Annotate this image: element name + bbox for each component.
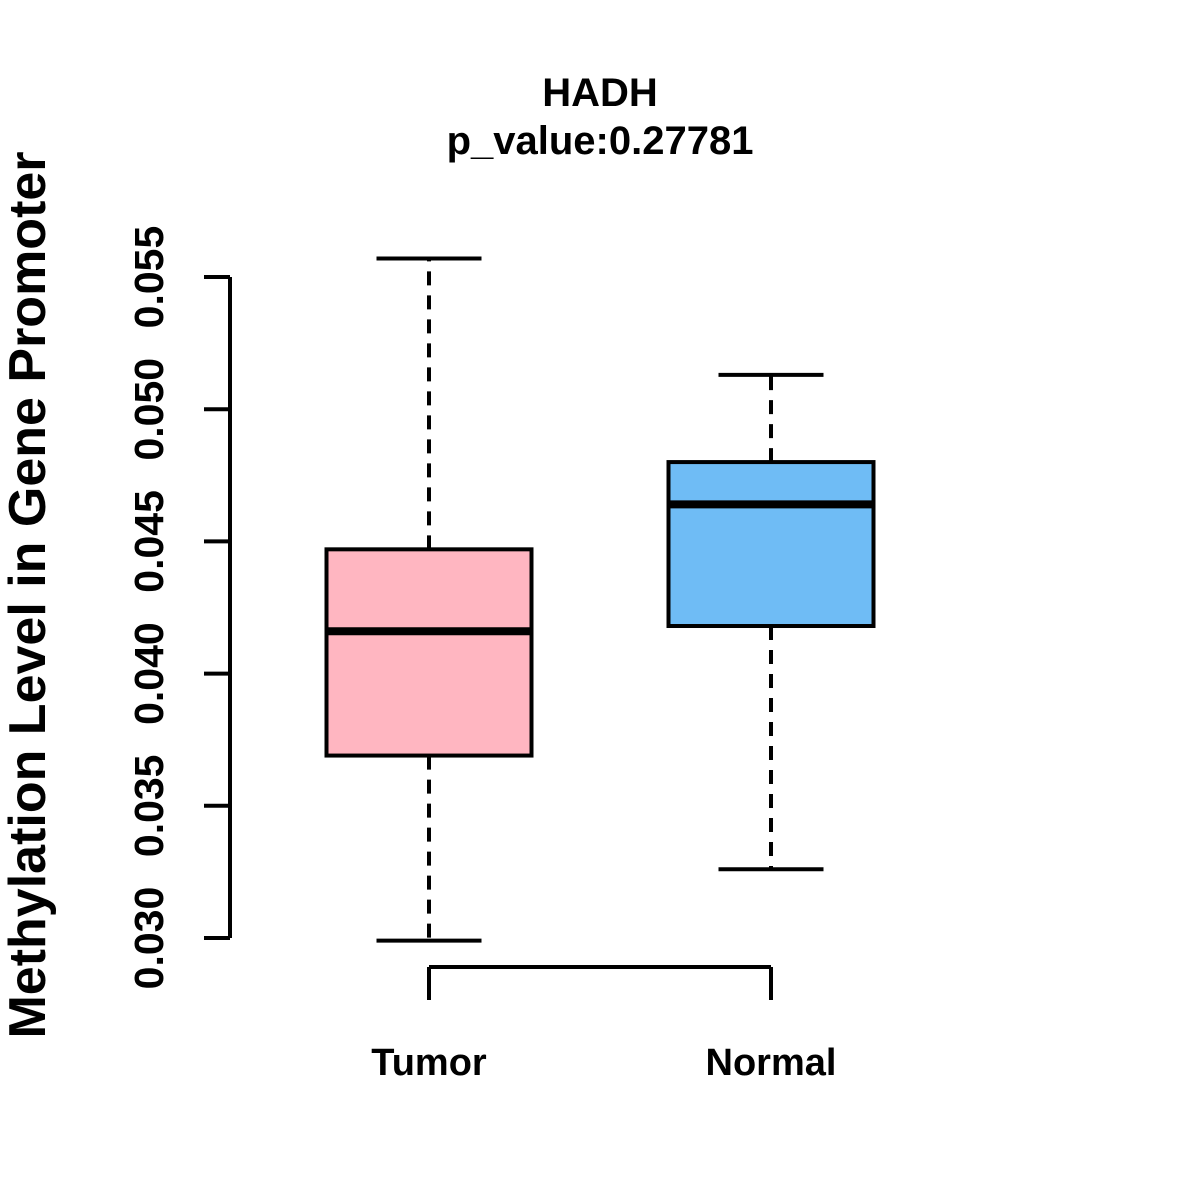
x-axis-group-label-normal: Normal — [706, 1042, 837, 1084]
y-axis: 0.030 0.035 0.040 0.045 0.050 0.055 — [126, 226, 232, 990]
chart-title: HADH — [542, 71, 658, 115]
y-axis-tick-label: 0.050 — [126, 358, 172, 461]
y-axis-tick-label: 0.055 — [126, 226, 172, 329]
y-axis-tick-label: 0.045 — [126, 490, 172, 593]
boxes — [324, 256, 876, 943]
x-axis: Tumor Normal — [371, 965, 837, 1084]
tumor-iqr-box — [324, 547, 534, 758]
y-axis-tick-label: 0.030 — [126, 887, 172, 990]
chart-subtitle-pvalue: p_value:0.27781 — [447, 119, 754, 163]
normal-iqr-box — [666, 460, 876, 629]
y-axis-tick-label: 0.035 — [126, 754, 172, 857]
x-axis-group-label-tumor: Tumor — [371, 1042, 487, 1084]
y-axis-label: Methylation Level in Gene Promoter — [0, 151, 57, 1038]
y-axis-tick-label: 0.040 — [126, 622, 172, 725]
